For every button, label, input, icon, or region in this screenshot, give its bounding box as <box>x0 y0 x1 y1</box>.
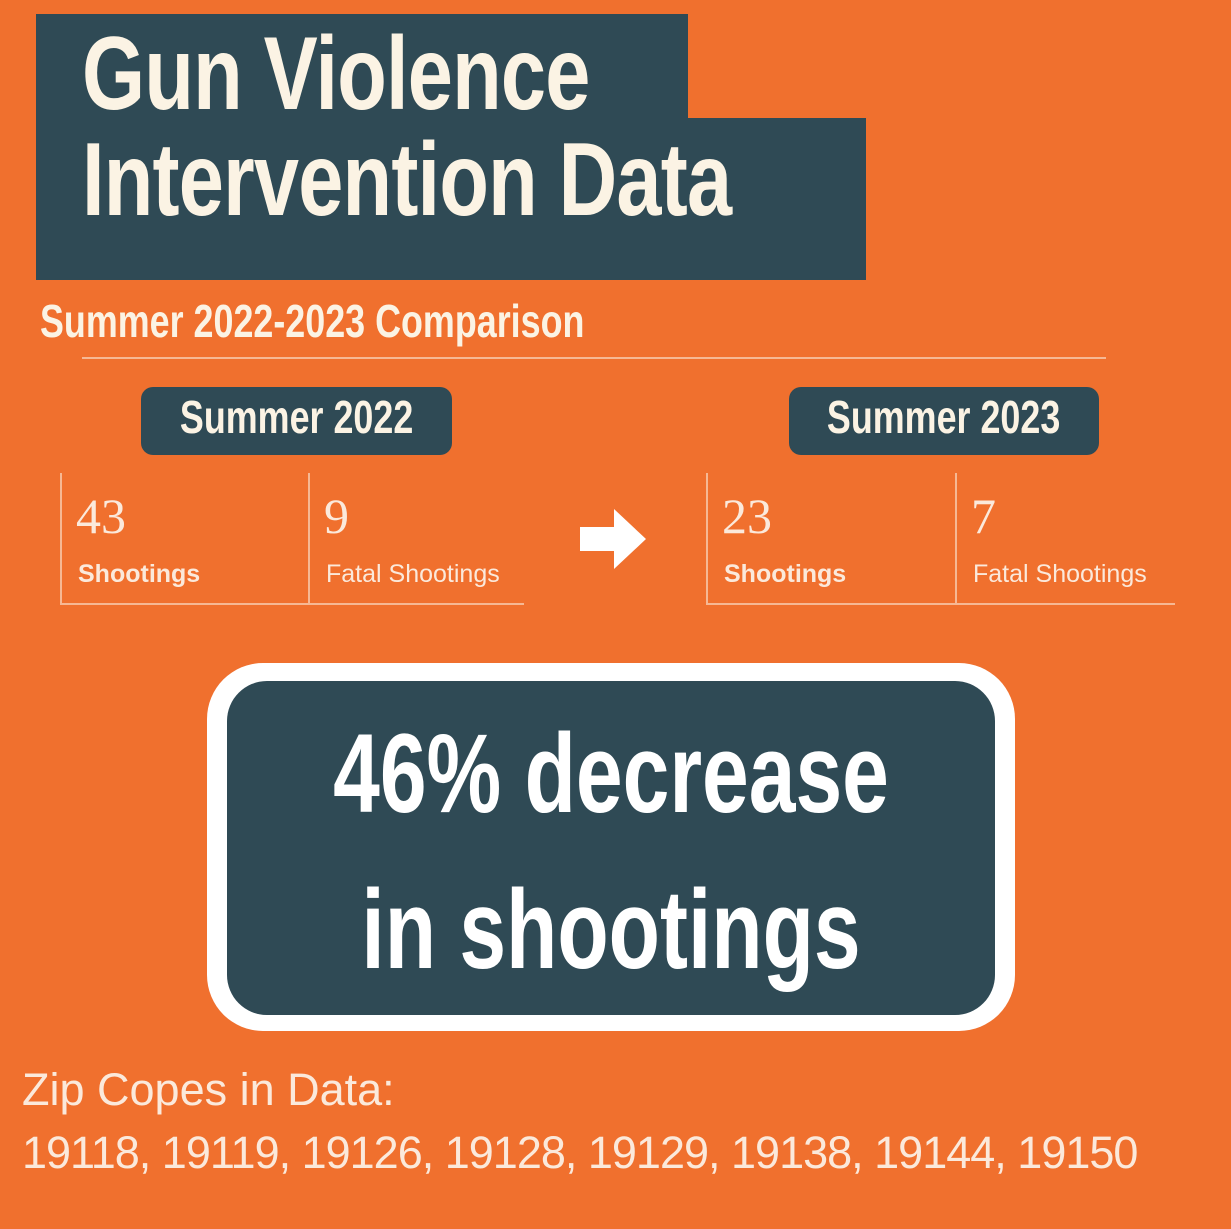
stat-value: 43 <box>76 488 126 544</box>
stat-2023-fatal-shootings: 7 Fatal Shootings <box>955 473 1175 605</box>
period-badge-2023: Summer 2023 <box>789 387 1099 455</box>
stat-2022-fatal-shootings: 9 Fatal Shootings <box>308 473 524 605</box>
right-arrow-icon <box>580 509 646 569</box>
stat-label: Shootings <box>78 560 201 588</box>
period-label-2023: Summer 2023 <box>827 391 1061 443</box>
stat-value: 23 <box>722 488 772 544</box>
stat-2022-shootings: 43 Shootings <box>60 473 310 605</box>
stat-value: 7 <box>971 488 996 544</box>
highlight-line-1: 46% decrease <box>333 711 889 836</box>
period-label-2022: Summer 2022 <box>179 391 414 443</box>
stat-label: Fatal Shootings <box>326 560 500 588</box>
stat-2023-shootings: 23 Shootings <box>706 473 957 605</box>
stat-value: 9 <box>324 488 349 544</box>
title-panel-front <box>36 14 688 134</box>
divider <box>82 357 1106 359</box>
stat-label: Fatal Shootings <box>973 560 1147 588</box>
highlight-line-2: in shootings <box>361 867 861 992</box>
subtitle: Summer 2022-2023 Comparison <box>40 295 585 347</box>
zip-codes-list: 19118, 19119, 19126, 19128, 19129, 19138… <box>22 1127 1138 1178</box>
period-badge-2022: Summer 2022 <box>141 387 452 455</box>
title-panel-back <box>36 118 866 280</box>
zip-codes-label: Zip Copes in Data: <box>22 1064 395 1115</box>
highlight-panel <box>227 681 995 1015</box>
title-line-2: Intervention Data <box>82 122 732 238</box>
stat-label: Shootings <box>724 560 847 588</box>
title-line-1: Gun Violence <box>82 16 590 132</box>
